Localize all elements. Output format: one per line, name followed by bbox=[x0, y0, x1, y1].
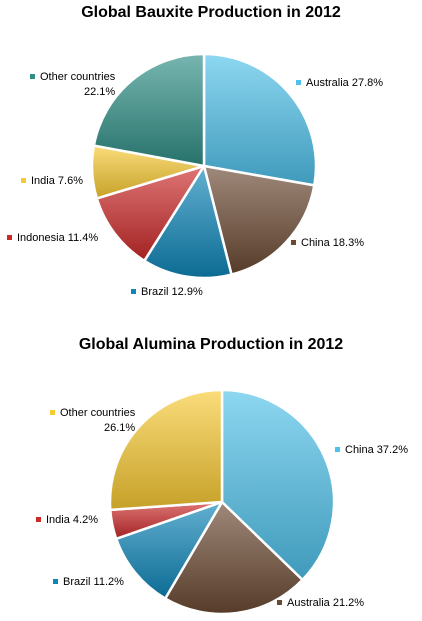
label-text: India 7.6% bbox=[31, 175, 83, 187]
marker bbox=[291, 239, 296, 245]
label-india: India 7.6% bbox=[21, 174, 83, 189]
label-brazil: Brazil 12.9% bbox=[131, 285, 203, 300]
marker bbox=[131, 288, 136, 294]
marker bbox=[50, 409, 55, 415]
label-text: Australia 21.2% bbox=[287, 597, 365, 609]
marker bbox=[53, 578, 58, 584]
alumina-pie bbox=[108, 388, 336, 616]
label-china: China 37.2% bbox=[335, 443, 408, 458]
label-china: China 18.3% bbox=[291, 236, 364, 251]
label-other-countries: Other countries 22.1% bbox=[30, 70, 115, 100]
chart-title: Global Bauxite Production in 2012 bbox=[81, 4, 341, 21]
pie-slice-other-countries bbox=[108, 388, 224, 512]
label-australia: Australia 21.2% bbox=[277, 596, 364, 611]
marker bbox=[30, 73, 35, 79]
label-indonesia: Indonesia 11.4% bbox=[7, 231, 98, 246]
pie-slice-china bbox=[220, 388, 336, 582]
marker bbox=[335, 446, 340, 452]
pie-slice-australia bbox=[202, 52, 318, 187]
label-india: India 4.2% bbox=[36, 513, 98, 528]
label-value: 26.1% bbox=[104, 422, 136, 434]
chart-title: Global Alumina Production in 2012 bbox=[78, 336, 344, 353]
label-text: Other countries bbox=[60, 407, 136, 419]
pie-slice-china bbox=[202, 164, 316, 276]
marker bbox=[21, 177, 26, 183]
marker bbox=[296, 79, 301, 85]
bauxite-chart: Global Bauxite Production in 2012 Austra… bbox=[0, 0, 422, 310]
label-text: Australia 27.8% bbox=[306, 77, 384, 89]
label-text: Brazil 12.9% bbox=[141, 286, 203, 298]
pie-slice-brazil bbox=[143, 164, 233, 280]
marker bbox=[7, 234, 12, 240]
marker bbox=[277, 599, 282, 605]
label-text: Indonesia 11.4% bbox=[17, 232, 99, 244]
pie-slice-indonesia bbox=[95, 164, 206, 263]
label-brazil: Brazil 11.2% bbox=[53, 575, 124, 590]
label-text: Brazil 11.2% bbox=[63, 576, 124, 588]
label-text: China 37.2% bbox=[345, 444, 408, 456]
label-text: China 18.3% bbox=[301, 237, 364, 249]
label-australia: Australia 27.8% bbox=[296, 76, 383, 91]
pie-slice-other-countries bbox=[92, 52, 206, 168]
label-text: India 4.2% bbox=[46, 514, 98, 526]
label-other-countries: Other countries 26.1% bbox=[50, 406, 135, 436]
label-value: 22.1% bbox=[84, 86, 116, 98]
marker bbox=[36, 516, 41, 522]
pie-slice-australia bbox=[163, 500, 304, 616]
pie-slice-brazil bbox=[114, 500, 224, 600]
alumina-chart: Global Alumina Production in 2012 China … bbox=[0, 330, 422, 621]
bauxite-pie bbox=[90, 52, 318, 280]
label-text: Other countries bbox=[40, 71, 116, 83]
